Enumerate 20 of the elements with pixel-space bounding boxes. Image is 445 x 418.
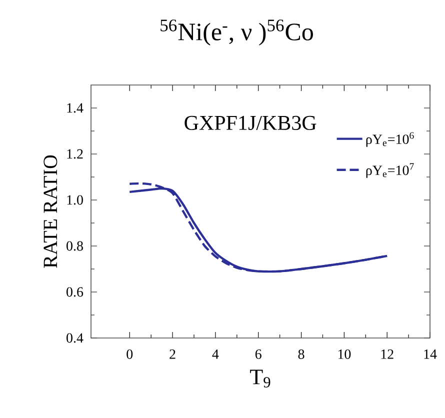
- x-tick-label: 0: [126, 349, 133, 359]
- y-tick-label: 1.2: [67, 149, 83, 159]
- y-tick-label: 0.6: [66, 287, 84, 297]
- x-tick-label: 6: [255, 349, 262, 359]
- chart-title: $^{56}$Ni(e$^{-}$, ν )$^{56}$Co: [160, 20, 313, 46]
- y-tick-label: 0.8: [66, 241, 83, 251]
- x-tick-label: 10: [338, 349, 351, 359]
- x-tick-label: 2: [170, 349, 176, 359]
- y-tick-label: 0.4: [66, 333, 84, 343]
- y-tick-label: 1.0: [67, 195, 83, 205]
- x-tick-label: 12: [381, 349, 394, 359]
- x-axis-title: T$_{9}$: [250, 370, 270, 388]
- legend-label: ρY$_{e}$=10$^{6}$: [366, 132, 414, 147]
- y-tick-label: 1.4: [67, 103, 84, 113]
- x-tick-label: 8: [298, 349, 304, 359]
- x-tick-label: 14: [424, 349, 437, 359]
- legend-label: ρY$_{e}$=10$^{7}$: [366, 163, 414, 178]
- x-tick-label: 4: [212, 349, 219, 359]
- annotation: GXPF1J/KB3G: [184, 116, 316, 130]
- y-axis-title: RATE RATIO: [44, 155, 58, 268]
